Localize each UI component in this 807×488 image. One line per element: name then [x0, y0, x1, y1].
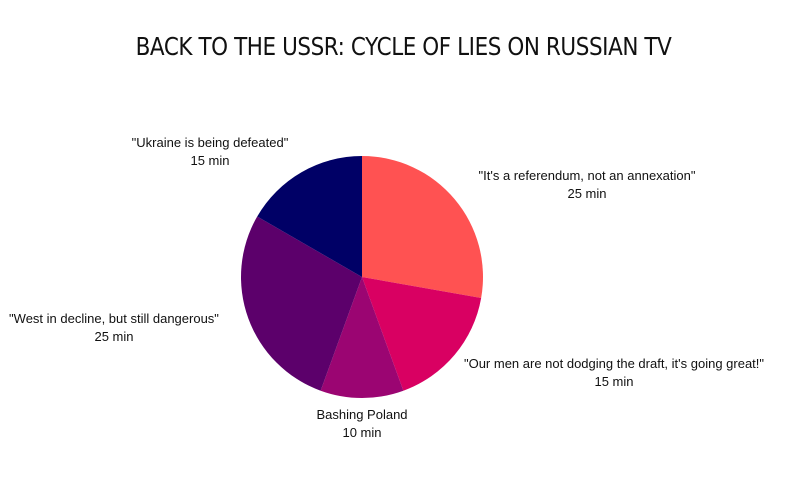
slice-label-referendum: "It's a referendum, not an annexation" 2… — [470, 167, 704, 203]
slice-label-text: Bashing Poland — [316, 407, 408, 422]
slice-value-text: 10 min — [342, 425, 382, 440]
slice-value-text: 25 min — [94, 329, 134, 344]
chart-title: BACK TO THE USSR: CYCLE OF LIES ON RUSSI… — [135, 32, 672, 61]
slice-value-text: 15 min — [190, 153, 230, 168]
slice-label-text: "It's a referendum, not an annexation" — [478, 168, 696, 183]
pie-slice-west — [241, 216, 362, 391]
pie-slice-draft — [362, 277, 482, 391]
slice-label-west: "West in decline, but still dangerous" 2… — [0, 310, 228, 346]
pie-slice-referendum — [362, 156, 483, 299]
slice-label-text: "West in decline, but still dangerous" — [9, 311, 219, 326]
slice-value-text: 15 min — [594, 374, 634, 389]
slice-label-poland: Bashing Poland 10 min — [298, 406, 426, 442]
slice-label-ukraine: "Ukraine is being defeated" 15 min — [122, 134, 298, 170]
slice-label-text: "Our men are not dodging the draft, it's… — [463, 356, 765, 371]
pie-slice-poland — [320, 277, 404, 398]
slice-label-draft: "Our men are not dodging the draft, it's… — [462, 355, 766, 391]
slice-label-text: "Ukraine is being defeated" — [131, 135, 289, 150]
pie-slice-ukraine — [257, 156, 362, 277]
slice-value-text: 25 min — [567, 186, 607, 201]
